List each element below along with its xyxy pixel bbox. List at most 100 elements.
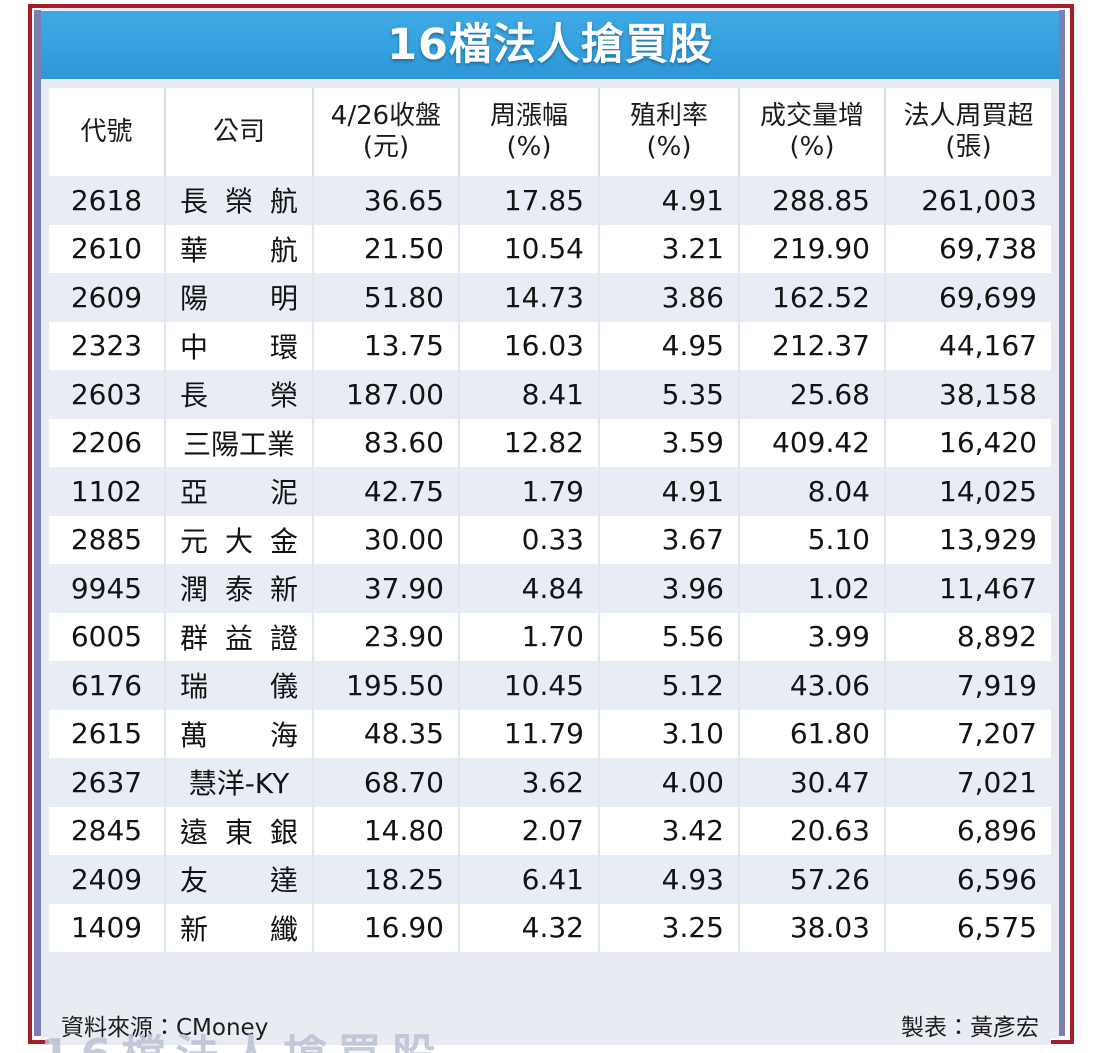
cell-yield: 3.59 <box>599 418 740 467</box>
table-body: 2618 長榮航 36.65 17.85 4.91 288.85 261,003 2610 華航… <box>49 176 1051 952</box>
cell-yield: 4.91 <box>599 176 740 225</box>
cell-close: 21.50 <box>313 224 460 273</box>
cell-net-buy: 16,420 <box>885 418 1051 467</box>
cell-code: 2603 <box>49 370 166 419</box>
table-row: 2609 陽明 51.80 14.73 3.86 162.52 69,699 <box>49 273 1051 322</box>
cell-weekly-change: 0.33 <box>459 515 600 564</box>
cell-code: 1409 <box>49 903 166 952</box>
frame-rail-left <box>34 10 41 1036</box>
cell-net-buy: 38,158 <box>885 370 1051 419</box>
cell-code: 2610 <box>49 224 166 273</box>
cell-net-buy: 261,003 <box>885 176 1051 225</box>
table-row: 2618 長榮航 36.65 17.85 4.91 288.85 261,003 <box>49 176 1051 225</box>
cell-company: 慧洋-KY <box>165 758 314 807</box>
cell-weekly-change: 12.82 <box>459 418 600 467</box>
frame-rail-right <box>1058 10 1065 1036</box>
bleed-through-headline: 16檔法人搶買股 <box>40 1034 1040 1053</box>
cell-code: 2206 <box>49 418 166 467</box>
cell-net-buy: 44,167 <box>885 321 1051 370</box>
cell-volume-growth: 25.68 <box>739 370 886 419</box>
cell-weekly-change: 14.73 <box>459 273 600 322</box>
cell-volume-growth: 1.02 <box>739 564 886 613</box>
column-header-code: 代號 <box>49 88 166 176</box>
cell-company: 瑞儀 <box>165 661 314 710</box>
cell-weekly-change: 4.84 <box>459 564 600 613</box>
cell-code: 1102 <box>49 467 166 516</box>
cell-weekly-change: 10.45 <box>459 661 600 710</box>
page-title: 16檔法人搶買股 <box>387 19 713 70</box>
column-header-yield: 殖利率 (%) <box>599 88 740 176</box>
table-row: 2615 萬海 48.35 11.79 3.10 61.80 7,207 <box>49 709 1051 758</box>
cell-code: 2323 <box>49 321 166 370</box>
cell-code: 9945 <box>49 564 166 613</box>
cell-weekly-change: 11.79 <box>459 709 600 758</box>
cell-yield: 4.95 <box>599 321 740 370</box>
cell-weekly-change: 16.03 <box>459 321 600 370</box>
data-table-container: 代號 公司 4/26收盤 (元) 周漲幅 (%) 殖利率 (%) 成交量增 (%) 法人… <box>49 88 1051 952</box>
cell-weekly-change: 1.79 <box>459 467 600 516</box>
cell-net-buy: 8,892 <box>885 612 1051 661</box>
cell-code: 2618 <box>49 176 166 225</box>
table-row: 9945 潤泰新 37.90 4.84 3.96 1.02 11,467 <box>49 564 1051 613</box>
cell-volume-growth: 5.10 <box>739 515 886 564</box>
cell-company: 遠東銀 <box>165 806 314 855</box>
cell-volume-growth: 43.06 <box>739 661 886 710</box>
cell-volume-growth: 212.37 <box>739 321 886 370</box>
table-row: 2845 遠東銀 14.80 2.07 3.42 20.63 6,896 <box>49 806 1051 855</box>
cell-net-buy: 7,919 <box>885 661 1051 710</box>
cell-company: 華航 <box>165 224 314 273</box>
cell-yield: 5.12 <box>599 661 740 710</box>
table-row: 2409 友達 18.25 6.41 4.93 57.26 6,596 <box>49 855 1051 904</box>
cell-weekly-change: 4.32 <box>459 903 600 952</box>
cell-yield: 3.86 <box>599 273 740 322</box>
cell-net-buy: 6,596 <box>885 855 1051 904</box>
cell-code: 2409 <box>49 855 166 904</box>
table-row: 6005 群益證 23.90 1.70 5.56 3.99 8,892 <box>49 612 1051 661</box>
table-footer: 資料來源：CMoney 製表：黃彥宏 <box>49 1005 1051 1045</box>
cell-net-buy: 11,467 <box>885 564 1051 613</box>
cell-net-buy: 6,575 <box>885 903 1051 952</box>
header-row: 代號 公司 4/26收盤 (元) 周漲幅 (%) 殖利率 (%) 成交量增 (%) 法人… <box>49 88 1051 176</box>
cell-code: 2845 <box>49 806 166 855</box>
cell-close: 51.80 <box>313 273 460 322</box>
cell-net-buy: 13,929 <box>885 515 1051 564</box>
cell-close: 83.60 <box>313 418 460 467</box>
cell-weekly-change: 3.62 <box>459 758 600 807</box>
table-row: 2885 元大金 30.00 0.33 3.67 5.10 13,929 <box>49 515 1051 564</box>
cell-close: 18.25 <box>313 855 460 904</box>
cell-volume-growth: 30.47 <box>739 758 886 807</box>
cell-yield: 4.00 <box>599 758 740 807</box>
cell-company: 陽明 <box>165 273 314 322</box>
title-banner: 16檔法人搶買股 <box>41 11 1059 79</box>
cell-yield: 3.42 <box>599 806 740 855</box>
cell-net-buy: 6,896 <box>885 806 1051 855</box>
cell-weekly-change: 6.41 <box>459 855 600 904</box>
cell-company: 萬海 <box>165 709 314 758</box>
table-row: 2206 三陽工業 83.60 12.82 3.59 409.42 16,420 <box>49 418 1051 467</box>
cell-volume-growth: 20.63 <box>739 806 886 855</box>
cell-close: 14.80 <box>313 806 460 855</box>
cell-weekly-change: 8.41 <box>459 370 600 419</box>
cell-close: 13.75 <box>313 321 460 370</box>
column-header-company: 公司 <box>165 88 314 176</box>
frame-border-left <box>28 4 32 1044</box>
cell-code: 2637 <box>49 758 166 807</box>
cell-close: 187.00 <box>313 370 460 419</box>
cell-close: 30.00 <box>313 515 460 564</box>
cell-volume-growth: 409.42 <box>739 418 886 467</box>
cell-company: 元大金 <box>165 515 314 564</box>
stock-table: 代號 公司 4/26收盤 (元) 周漲幅 (%) 殖利率 (%) 成交量增 (%) 法人… <box>49 88 1051 952</box>
footer-source: 資料來源：CMoney <box>61 1015 269 1041</box>
column-header-close: 4/26收盤 (元) <box>313 88 460 176</box>
table-card: 16檔法人搶買股 代號 公司 4/26收盤 (元) 周漲幅 (%) 殖利率 (%) 成… <box>41 8 1059 1045</box>
cell-code: 6005 <box>49 612 166 661</box>
cell-company: 新纖 <box>165 903 314 952</box>
cell-weekly-change: 10.54 <box>459 224 600 273</box>
cell-close: 36.65 <box>313 176 460 225</box>
table-row: 1102 亞泥 42.75 1.79 4.91 8.04 14,025 <box>49 467 1051 516</box>
cell-weekly-change: 1.70 <box>459 612 600 661</box>
cell-yield: 3.25 <box>599 903 740 952</box>
cell-yield: 5.56 <box>599 612 740 661</box>
table-row: 2637 慧洋-KY 68.70 3.62 4.00 30.47 7,021 <box>49 758 1051 807</box>
